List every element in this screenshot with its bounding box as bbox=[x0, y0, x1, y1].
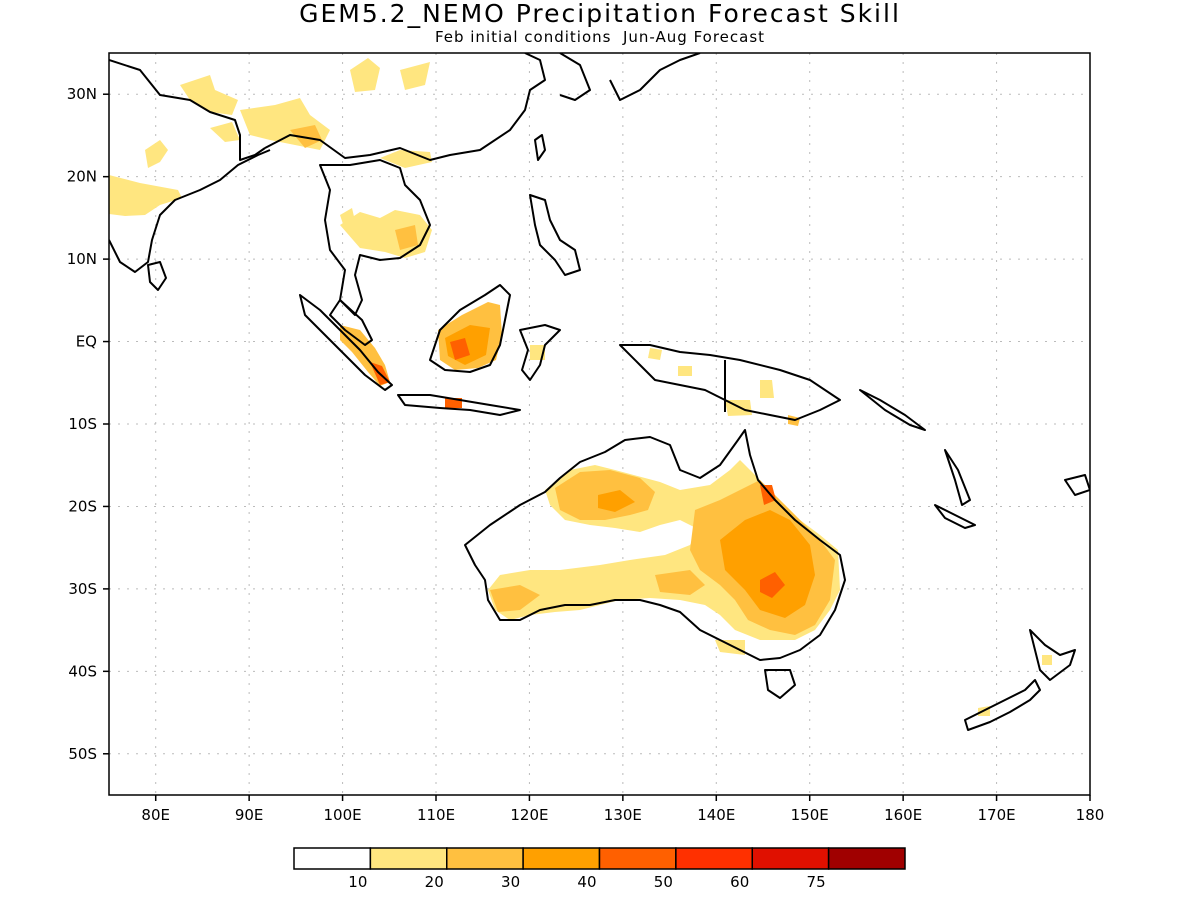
coast-china bbox=[264, 53, 546, 161]
coast-tasmania bbox=[764, 669, 796, 699]
lat-tick-label: EQ bbox=[76, 333, 97, 351]
coast-sri-lanka bbox=[147, 261, 167, 291]
coast-nz-south bbox=[964, 679, 1041, 731]
colorbar-swatch bbox=[522, 847, 601, 870]
skill-region-australia-south bbox=[715, 640, 745, 655]
lat-tick-label: 10S bbox=[68, 415, 97, 433]
lat-tick-label: 50S bbox=[68, 745, 97, 763]
colorbar-level-label: 60 bbox=[730, 873, 749, 891]
colorbar-level-label: 75 bbox=[807, 873, 826, 891]
coast-vanuatu bbox=[944, 449, 971, 506]
coast-nz-north bbox=[1029, 629, 1076, 681]
lon-tick-label: 110E bbox=[417, 806, 455, 824]
lat-tick-label: 40S bbox=[68, 662, 97, 680]
coastlines bbox=[109, 53, 1090, 731]
coast-java bbox=[397, 394, 521, 416]
skill-region-china-core bbox=[290, 125, 322, 148]
coast-indochina bbox=[319, 159, 431, 316]
colorbar-swatch bbox=[827, 847, 906, 870]
lon-tick-label: 140E bbox=[697, 806, 735, 824]
plot-frame bbox=[108, 52, 1091, 796]
colorbar-level-label: 40 bbox=[577, 873, 596, 891]
coast-himalaya bbox=[109, 59, 266, 161]
skill-region-china-north bbox=[350, 58, 380, 92]
lon-tick-label: 80E bbox=[141, 806, 170, 824]
skill-region-indochina-west bbox=[340, 208, 356, 230]
coast-philippines bbox=[529, 194, 581, 276]
coast-japan bbox=[609, 53, 701, 101]
map-subtitle: Feb initial conditions Jun-Aug Forecast bbox=[434, 28, 766, 46]
coast-fiji bbox=[1064, 474, 1090, 496]
skill-region-australia-ne-coast bbox=[760, 485, 776, 505]
skill-region-indochina-core bbox=[395, 225, 418, 250]
skill-region-tibet bbox=[180, 75, 238, 115]
skill-region-australia-nw-core bbox=[598, 490, 635, 512]
coast-malay bbox=[329, 299, 373, 346]
skill-region-new-guinea-ne bbox=[760, 380, 774, 398]
skill-region-australia-east-core bbox=[760, 572, 785, 598]
lon-tick-label: 90E bbox=[235, 806, 264, 824]
lon-tick-label: 180 bbox=[1076, 806, 1105, 824]
lon-tick-label: 160E bbox=[884, 806, 922, 824]
colorbar-swatch bbox=[598, 847, 677, 870]
coast-solomons bbox=[859, 389, 926, 431]
coast-sulawesi bbox=[519, 324, 561, 381]
lon-tick-label: 150E bbox=[791, 806, 829, 824]
lat-tick-label: 30S bbox=[68, 580, 97, 598]
lat-tick-label: 20N bbox=[67, 168, 97, 186]
colorbar-level-label: 10 bbox=[348, 873, 367, 891]
lat-tick-label: 30N bbox=[67, 85, 97, 103]
colorbar-swatch bbox=[751, 847, 830, 870]
colorbar: 10 20 30 40 50 60 75 bbox=[293, 847, 906, 891]
coast-india bbox=[109, 149, 271, 273]
coast-new-caledonia bbox=[934, 504, 976, 529]
colorbar-swatch bbox=[675, 847, 753, 870]
colorbar-swatch bbox=[446, 847, 524, 870]
lat-tick-label: 20S bbox=[68, 497, 97, 515]
skill-region-nz-north bbox=[1042, 655, 1052, 665]
skill-region-borneo-core bbox=[450, 338, 470, 360]
skill-region-australia-east-mid bbox=[720, 510, 815, 618]
skill-region-india bbox=[109, 175, 182, 216]
skill-region-new-guinea-w bbox=[648, 348, 662, 360]
skill-region-australia-central-s bbox=[655, 570, 705, 595]
skill-region-india-north bbox=[145, 140, 168, 168]
lat-tick-label: 10N bbox=[67, 250, 97, 268]
lon-tick-label: 100E bbox=[324, 806, 362, 824]
coast-new-guinea bbox=[619, 344, 841, 421]
axes: 30N 20N 10N EQ 10S 20S 30S 40S 50S 80E 90E 100E 110E… bbox=[67, 85, 1105, 824]
coast-korea bbox=[559, 53, 591, 101]
map-title: GEM5.2_NEMO Precipitation Forecast Skill bbox=[299, 0, 901, 28]
colorbar-swatch bbox=[369, 847, 448, 870]
coast-sumatra bbox=[299, 294, 393, 391]
colorbar-level-label: 50 bbox=[654, 873, 673, 891]
colorbar-swatch bbox=[293, 847, 372, 870]
skill-region-china-east bbox=[380, 150, 432, 168]
skill-region-china-north-2 bbox=[400, 62, 430, 90]
colorbar-level-label: 20 bbox=[425, 873, 444, 891]
colorbar-level-label: 30 bbox=[501, 873, 520, 891]
skill-region-tibet-2 bbox=[210, 122, 240, 142]
skill-region-new-guinea-c bbox=[678, 366, 692, 376]
graticule bbox=[109, 53, 1090, 795]
lon-tick-label: 120E bbox=[510, 806, 548, 824]
coast-australia bbox=[464, 429, 846, 661]
coast-taiwan bbox=[534, 134, 546, 161]
coast-borneo bbox=[429, 284, 511, 373]
skill-region-australia-sw bbox=[490, 585, 540, 612]
lon-tick-label: 170E bbox=[978, 806, 1016, 824]
lon-tick-label: 130E bbox=[604, 806, 642, 824]
